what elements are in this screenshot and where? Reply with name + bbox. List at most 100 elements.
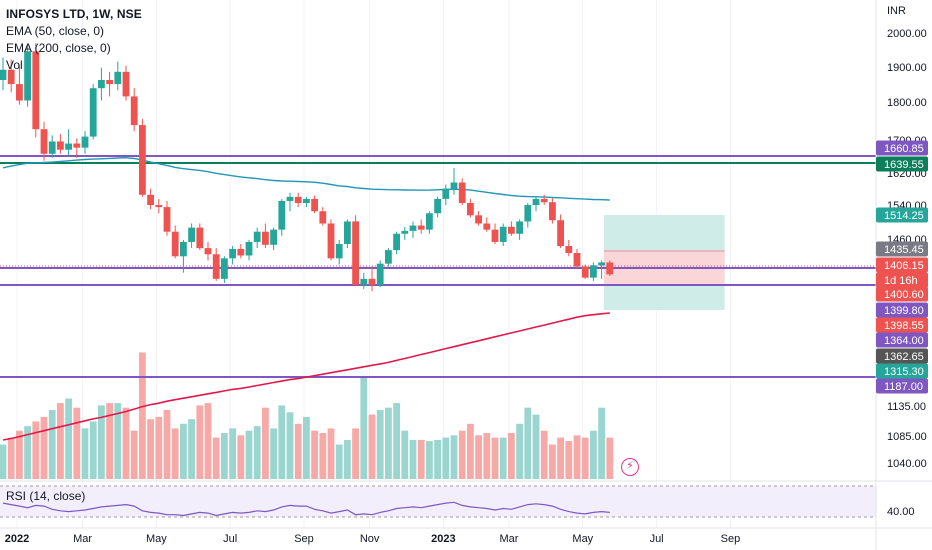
volume-bar xyxy=(237,435,245,479)
candle-body xyxy=(73,143,81,148)
ema50-line xyxy=(2,156,610,201)
volume-bar xyxy=(155,416,163,479)
volume-bar xyxy=(549,444,556,479)
lightning-icon[interactable]: ⚡ xyxy=(621,458,639,476)
candle-body xyxy=(565,246,573,254)
time-tick-label: Sep xyxy=(721,533,741,545)
volume-bar xyxy=(73,407,81,479)
candle-body xyxy=(417,225,425,230)
price-tick-label: 2000.00 xyxy=(887,28,927,40)
candle-body xyxy=(327,223,335,259)
volume-bar xyxy=(294,423,302,479)
volume-bar xyxy=(417,439,425,479)
volume-legend[interactable]: Vol xyxy=(6,58,23,72)
candle-body xyxy=(581,266,589,278)
candle-body xyxy=(229,248,236,259)
price-badge-label: 1399.80 xyxy=(884,305,924,317)
volume-bar xyxy=(139,352,146,479)
candle-body xyxy=(508,226,515,234)
volume-bar xyxy=(130,430,138,479)
candle-body xyxy=(385,250,392,264)
candle-body xyxy=(606,262,614,275)
candle-body xyxy=(155,205,163,208)
candle-body xyxy=(16,84,23,101)
candle-body xyxy=(598,262,605,266)
volume-bar xyxy=(426,441,433,479)
volume-bar xyxy=(376,410,384,479)
candle-body xyxy=(294,196,302,203)
candle-body xyxy=(147,194,154,206)
candle-body xyxy=(0,69,7,80)
volume-bar xyxy=(458,430,466,479)
volume-bar xyxy=(475,435,482,479)
volume-bar xyxy=(590,430,597,479)
ema200-legend[interactable]: EMA (200, close, 0) xyxy=(6,41,111,55)
volume-bar xyxy=(467,423,474,479)
volume-bar xyxy=(188,419,195,479)
candle-body xyxy=(532,198,540,206)
volume-bar xyxy=(106,403,113,479)
volume-bar xyxy=(229,428,236,479)
rsi-band xyxy=(0,486,876,517)
price-tick-label: 1800.00 xyxy=(887,97,927,109)
price-badge xyxy=(876,140,928,156)
candle-body xyxy=(467,203,474,216)
candle-body xyxy=(573,253,581,267)
candle-body xyxy=(188,227,195,242)
candle-body xyxy=(344,221,351,244)
candle-body xyxy=(540,198,548,203)
candle-body xyxy=(278,200,286,230)
price-badge xyxy=(876,257,928,273)
volume-bar xyxy=(532,414,540,479)
ema50-legend[interactable]: EMA (50, close, 0) xyxy=(6,24,105,38)
candle-body xyxy=(114,71,122,85)
volume-bar xyxy=(557,437,564,479)
price-badge xyxy=(876,317,928,333)
candle-body xyxy=(122,71,130,97)
candle-body xyxy=(221,258,228,279)
candle-body xyxy=(237,248,245,256)
candle-body xyxy=(319,211,327,224)
price-tick-label: 1085.00 xyxy=(887,431,927,443)
volume-bar xyxy=(270,428,277,479)
volume-bar xyxy=(180,423,187,479)
volume-bar xyxy=(196,405,204,479)
candle-body xyxy=(426,213,433,230)
volume-bar xyxy=(253,426,261,479)
price-badge-label: 1514.25 xyxy=(884,210,924,222)
time-tick-label: May xyxy=(146,533,167,545)
candle-body xyxy=(130,96,138,126)
price-badge xyxy=(876,348,928,364)
candle-body xyxy=(516,221,523,234)
time-tick-label: Jul xyxy=(223,533,237,545)
price-badge-label: 1364.00 xyxy=(884,335,924,347)
time-tick-label: 2023 xyxy=(431,533,455,545)
volume-bar xyxy=(81,428,89,479)
candle-body xyxy=(557,220,564,247)
candle-body xyxy=(32,51,40,130)
symbol-title[interactable]: INFOSYS LTD, 1W, NSE xyxy=(6,7,142,21)
currency-label: INR xyxy=(887,5,906,17)
candle-body xyxy=(106,80,113,85)
rsi-line xyxy=(2,501,610,517)
candle-body xyxy=(98,80,105,89)
volume-bar xyxy=(40,416,48,479)
volume-bar xyxy=(483,433,491,479)
price-badge xyxy=(876,286,928,302)
volume-bar xyxy=(311,430,318,479)
volume-bar xyxy=(319,433,327,479)
candle-body xyxy=(196,227,204,249)
price-badge xyxy=(876,332,928,348)
candle-body xyxy=(434,198,441,214)
volume-bar xyxy=(581,437,589,479)
volume-bar xyxy=(606,437,614,479)
volume-bar xyxy=(393,403,400,479)
rsi-legend[interactable]: RSI (14, close) xyxy=(6,489,86,503)
candle-body xyxy=(524,205,532,222)
volume-bar xyxy=(385,407,392,479)
volume-bar xyxy=(409,439,417,479)
volume-bar xyxy=(65,398,72,479)
candle-body xyxy=(212,254,220,279)
